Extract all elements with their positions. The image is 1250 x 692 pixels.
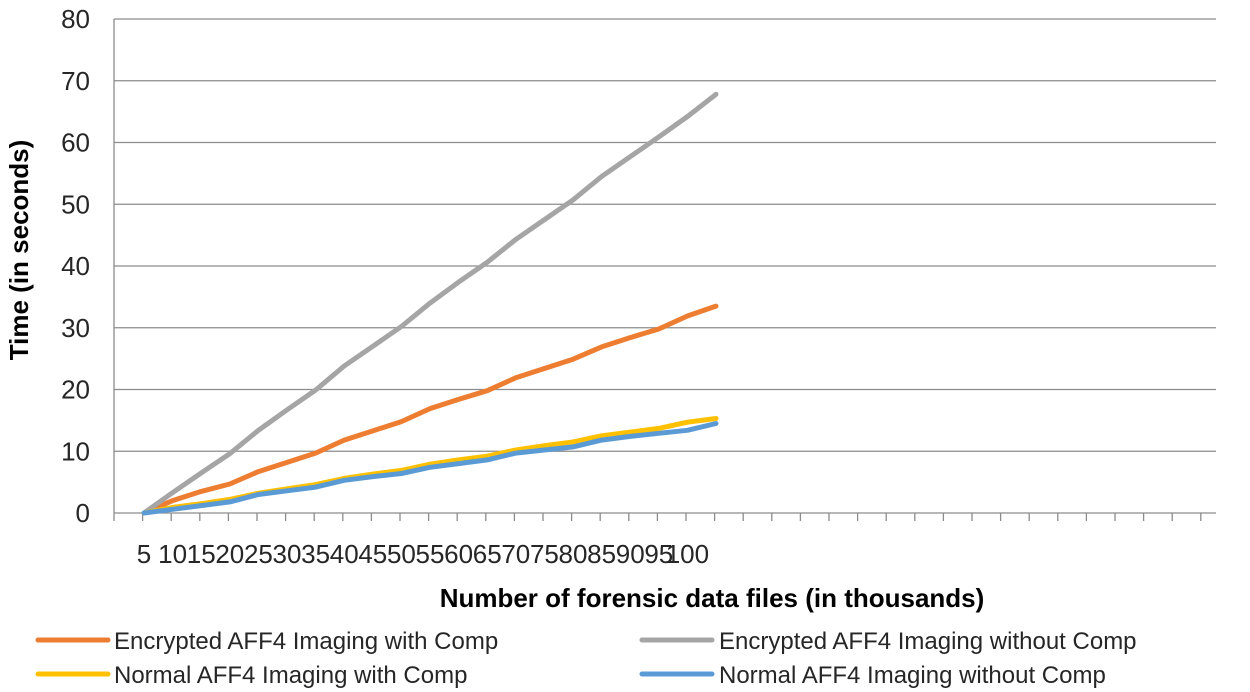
y-tick-label: 80	[61, 4, 90, 34]
legend-entry: Normal AFF4 Imaging with Comp	[35, 662, 467, 689]
x-tick-label: 20	[215, 539, 244, 569]
x-tick-label: 35	[301, 539, 330, 569]
y-tick-label: 30	[61, 313, 90, 343]
y-tick-labels: 0 10 20 30 40 50 60 70 80	[61, 4, 90, 528]
y-tick-label: 50	[61, 189, 90, 219]
x-tick-label: 95	[644, 539, 673, 569]
legend: Encrypted AFF4 Imaging with Comp Encrypte…	[35, 628, 1137, 689]
legend-entry: Normal AFF4 Imaging without Comp	[639, 662, 1106, 689]
axes	[113, 19, 1216, 521]
y-axis-title: Time (in seconds)	[4, 140, 34, 361]
series-line-2	[141, 91, 719, 516]
legend-label: Encrypted AFF4 Imaging with Comp	[114, 628, 498, 655]
x-tick-label: 60	[444, 539, 473, 569]
x-tick-label: 45	[358, 539, 387, 569]
legend-label: Normal AFF4 Imaging with Comp	[114, 662, 467, 689]
x-tick-label: 100	[666, 539, 709, 569]
legend-entry: Encrypted AFF4 Imaging without Comp	[639, 628, 1137, 655]
gridlines	[114, 18, 1216, 452]
x-tick-label: 15	[187, 539, 216, 569]
y-tick-label: 60	[61, 128, 90, 158]
x-tick-label: 5	[137, 539, 151, 569]
y-tick-label: 10	[61, 436, 90, 466]
x-tick-label: 65	[473, 539, 502, 569]
legend-entry: Encrypted AFF4 Imaging with Comp	[35, 628, 498, 655]
x-tick-label: 75	[530, 539, 559, 569]
y-tick-label: 20	[61, 375, 90, 405]
x-tick-label: 30	[273, 539, 302, 569]
legend-label: Normal AFF4 Imaging without Comp	[719, 662, 1106, 689]
x-tick-label: 85	[587, 539, 616, 569]
x-tick-label: 55	[416, 539, 445, 569]
x-tick-label: 10	[158, 539, 187, 569]
x-tick-label: 70	[501, 539, 530, 569]
x-tick-label: 50	[387, 539, 416, 569]
y-tick-label: 40	[61, 251, 90, 281]
y-tick-label: 0	[76, 498, 90, 528]
x-axis-title: Number of forensic data files (in thousa…	[440, 583, 985, 613]
x-tick-label: 80	[559, 539, 588, 569]
series-lines	[141, 91, 719, 516]
x-tick-label: 25	[244, 539, 273, 569]
x-tick-label: 90	[616, 539, 645, 569]
legend-label: Encrypted AFF4 Imaging without Comp	[719, 628, 1137, 655]
y-tick-label: 70	[61, 66, 90, 96]
series-line-4	[141, 421, 719, 516]
x-tick-label: 40	[330, 539, 359, 569]
series-line-1	[141, 303, 719, 516]
